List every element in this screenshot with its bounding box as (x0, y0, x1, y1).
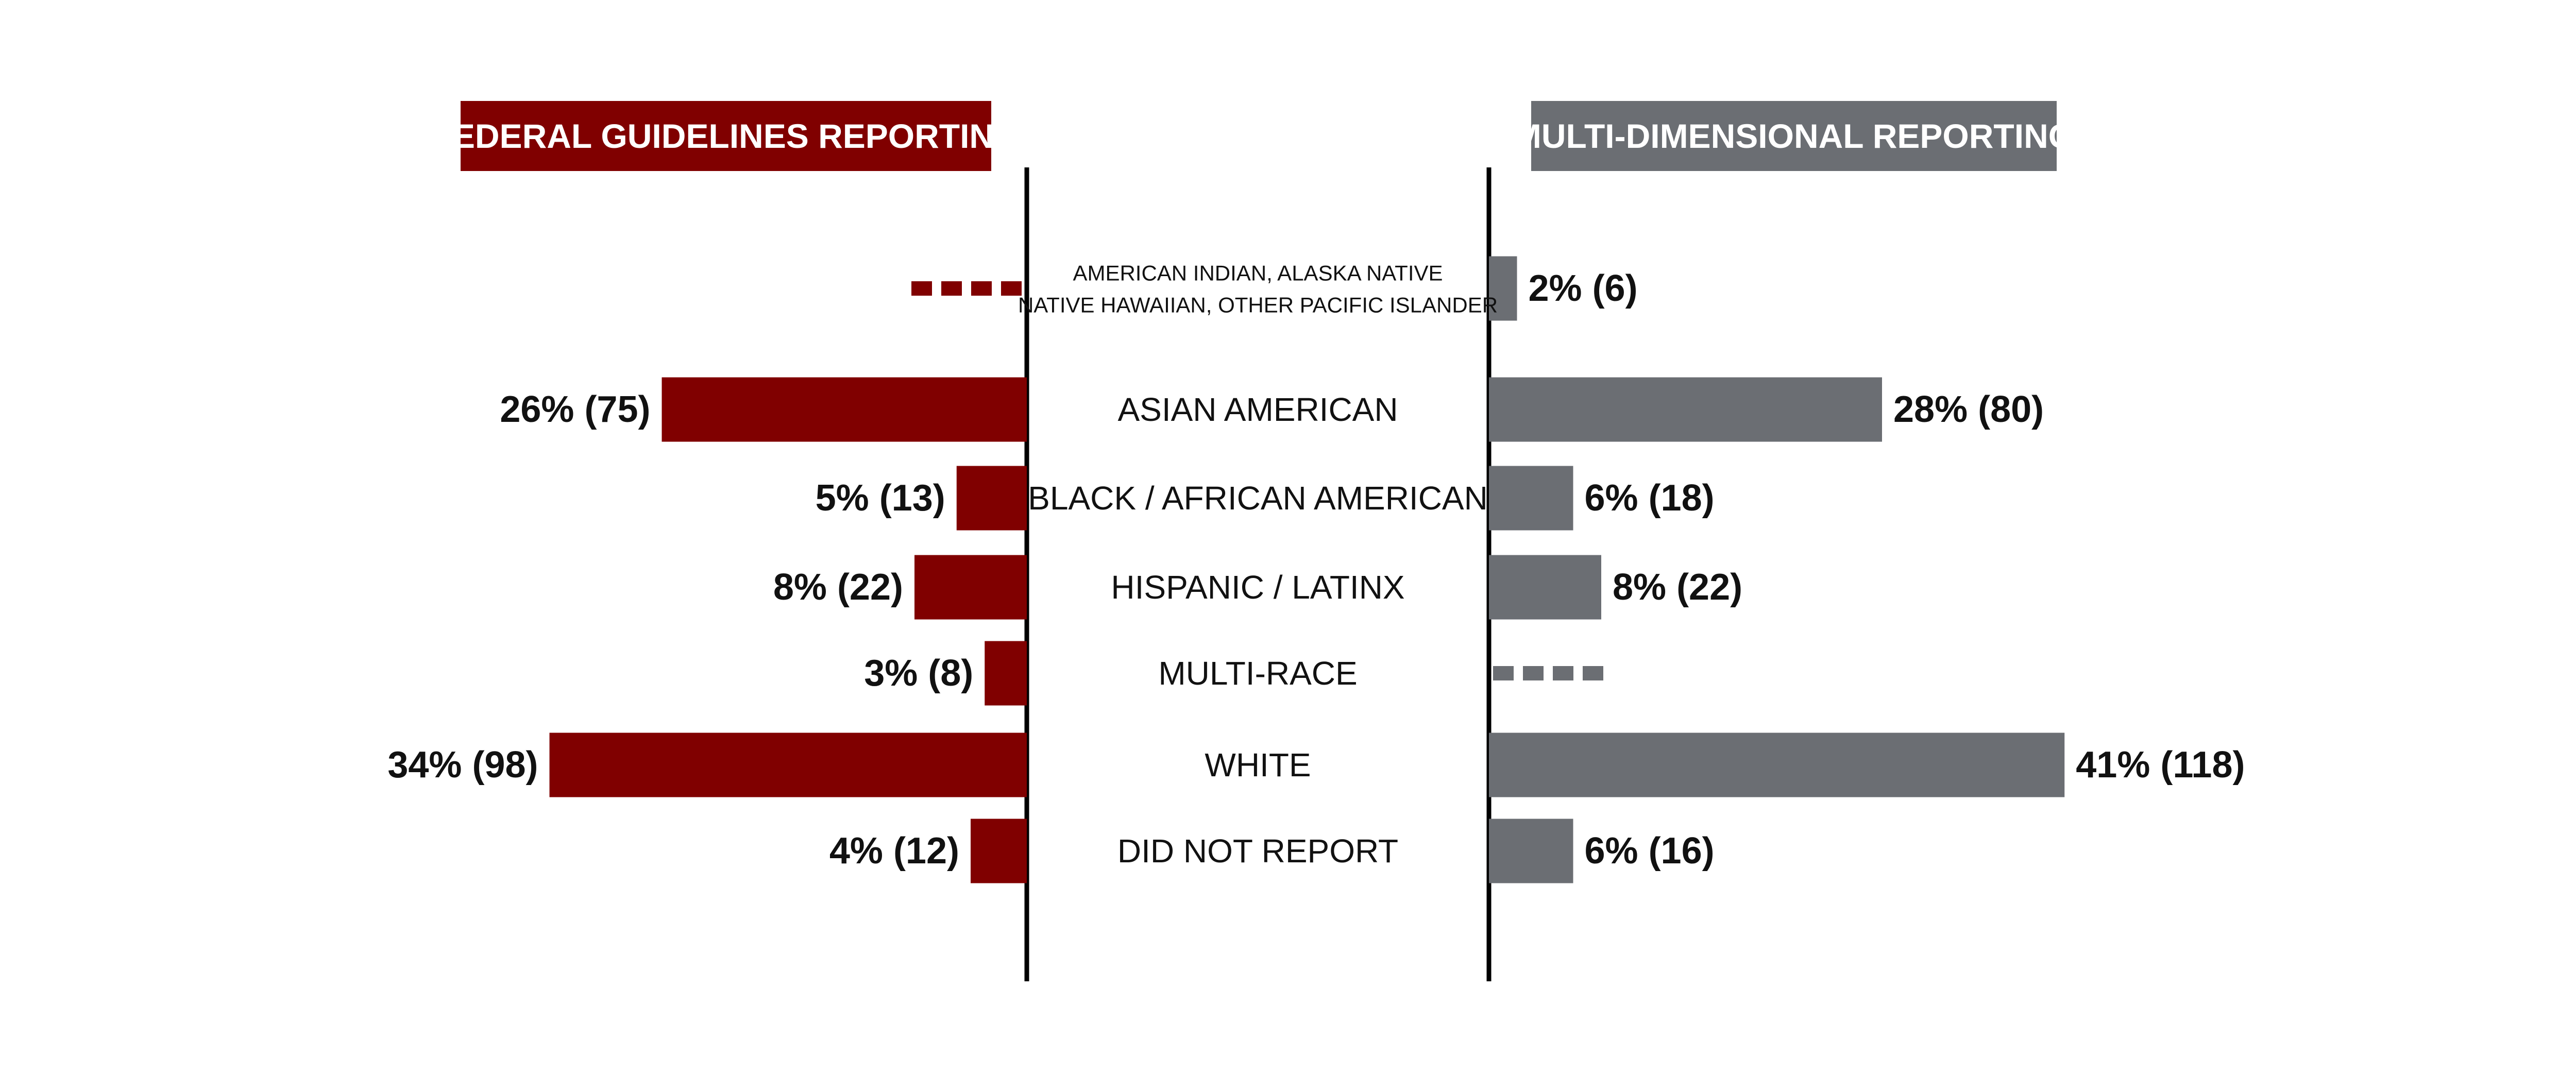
right-bar-5 (1489, 733, 2065, 797)
category-label-6: DID NOT REPORT (1117, 832, 1398, 870)
category-label-1: ASIAN AMERICAN (1117, 391, 1398, 428)
right-value-label-2: 6% (18) (1585, 478, 1715, 519)
left-value-label-1: 26% (75) (500, 389, 650, 430)
right-bar-0 (1489, 256, 1517, 321)
category-labels: AMERICAN INDIAN, ALASKA NATIVE NATIVE HAW… (1018, 261, 1498, 870)
right-bar-3 (1489, 555, 1601, 620)
right-bar-6 (1489, 819, 1573, 883)
left-bar-4 (985, 641, 1027, 706)
category-label-3: HISPANIC / LATINX (1111, 569, 1404, 606)
header-multi-dimensional: MULTI-DIMENSIONAL REPORTING (1513, 117, 2075, 155)
right-value-label-0: 2% (6) (1529, 268, 1638, 309)
header-federal-guidelines-box (461, 101, 991, 171)
category-label-2: BLACK / AFRICAN AMERICAN (1028, 480, 1488, 517)
left-null-marker-0-dash (941, 281, 962, 296)
left-value-label-2: 5% (13) (816, 478, 945, 519)
bars (549, 256, 2065, 883)
left-bar-6 (971, 819, 1027, 883)
category-label-4: MULTI-RACE (1158, 655, 1357, 692)
value-labels: 2% (6) 26% (75) 28% (80) 5% (13) 6% (18) 8% (… (387, 268, 2245, 872)
right-null-marker-4-dash (1523, 666, 1544, 680)
right-null-marker-4-dash (1553, 666, 1573, 680)
right-value-label-3: 8% (22) (1613, 567, 1742, 608)
category-label-5: WHITE (1205, 746, 1311, 784)
left-null-marker-0-dash (911, 281, 932, 296)
category-label-0-line-0: AMERICAN INDIAN, ALASKA NATIVE (1073, 261, 1443, 285)
series-headers: FEDERAL GUIDELINES REPORTING MULTI-DIMENS… (432, 101, 2075, 171)
header-federal-guidelines: FEDERAL GUIDELINES REPORTING (432, 117, 1021, 155)
left-value-label-6: 4% (12) (829, 830, 959, 872)
left-value-label-3: 8% (22) (773, 567, 903, 608)
left-null-marker-0-dash (971, 281, 992, 296)
left-bar-1 (662, 377, 1027, 442)
left-bar-3 (914, 555, 1027, 620)
left-null-marker-0-dash (1001, 281, 1022, 296)
left-bar-2 (956, 466, 1027, 531)
left-null-marker-0 (911, 281, 1022, 296)
header-multi-dimensional-box (1531, 101, 2057, 171)
right-value-label-6: 6% (16) (1585, 830, 1715, 872)
right-bar-1 (1489, 377, 1882, 442)
left-bar-5 (549, 733, 1027, 797)
right-value-label-5: 41% (118) (2076, 744, 2245, 786)
left-value-label-5: 34% (98) (387, 744, 538, 786)
right-null-marker-4 (1493, 666, 1603, 680)
right-null-marker-4-dash (1493, 666, 1514, 680)
category-label-0-line-1: NATIVE HAWAIIAN, OTHER PACIFIC ISLANDER (1018, 293, 1498, 317)
right-bar-2 (1489, 466, 1573, 531)
right-value-label-1: 28% (80) (1893, 389, 2044, 430)
right-null-marker-4-dash (1583, 666, 1603, 680)
left-value-label-4: 3% (8) (864, 653, 973, 694)
